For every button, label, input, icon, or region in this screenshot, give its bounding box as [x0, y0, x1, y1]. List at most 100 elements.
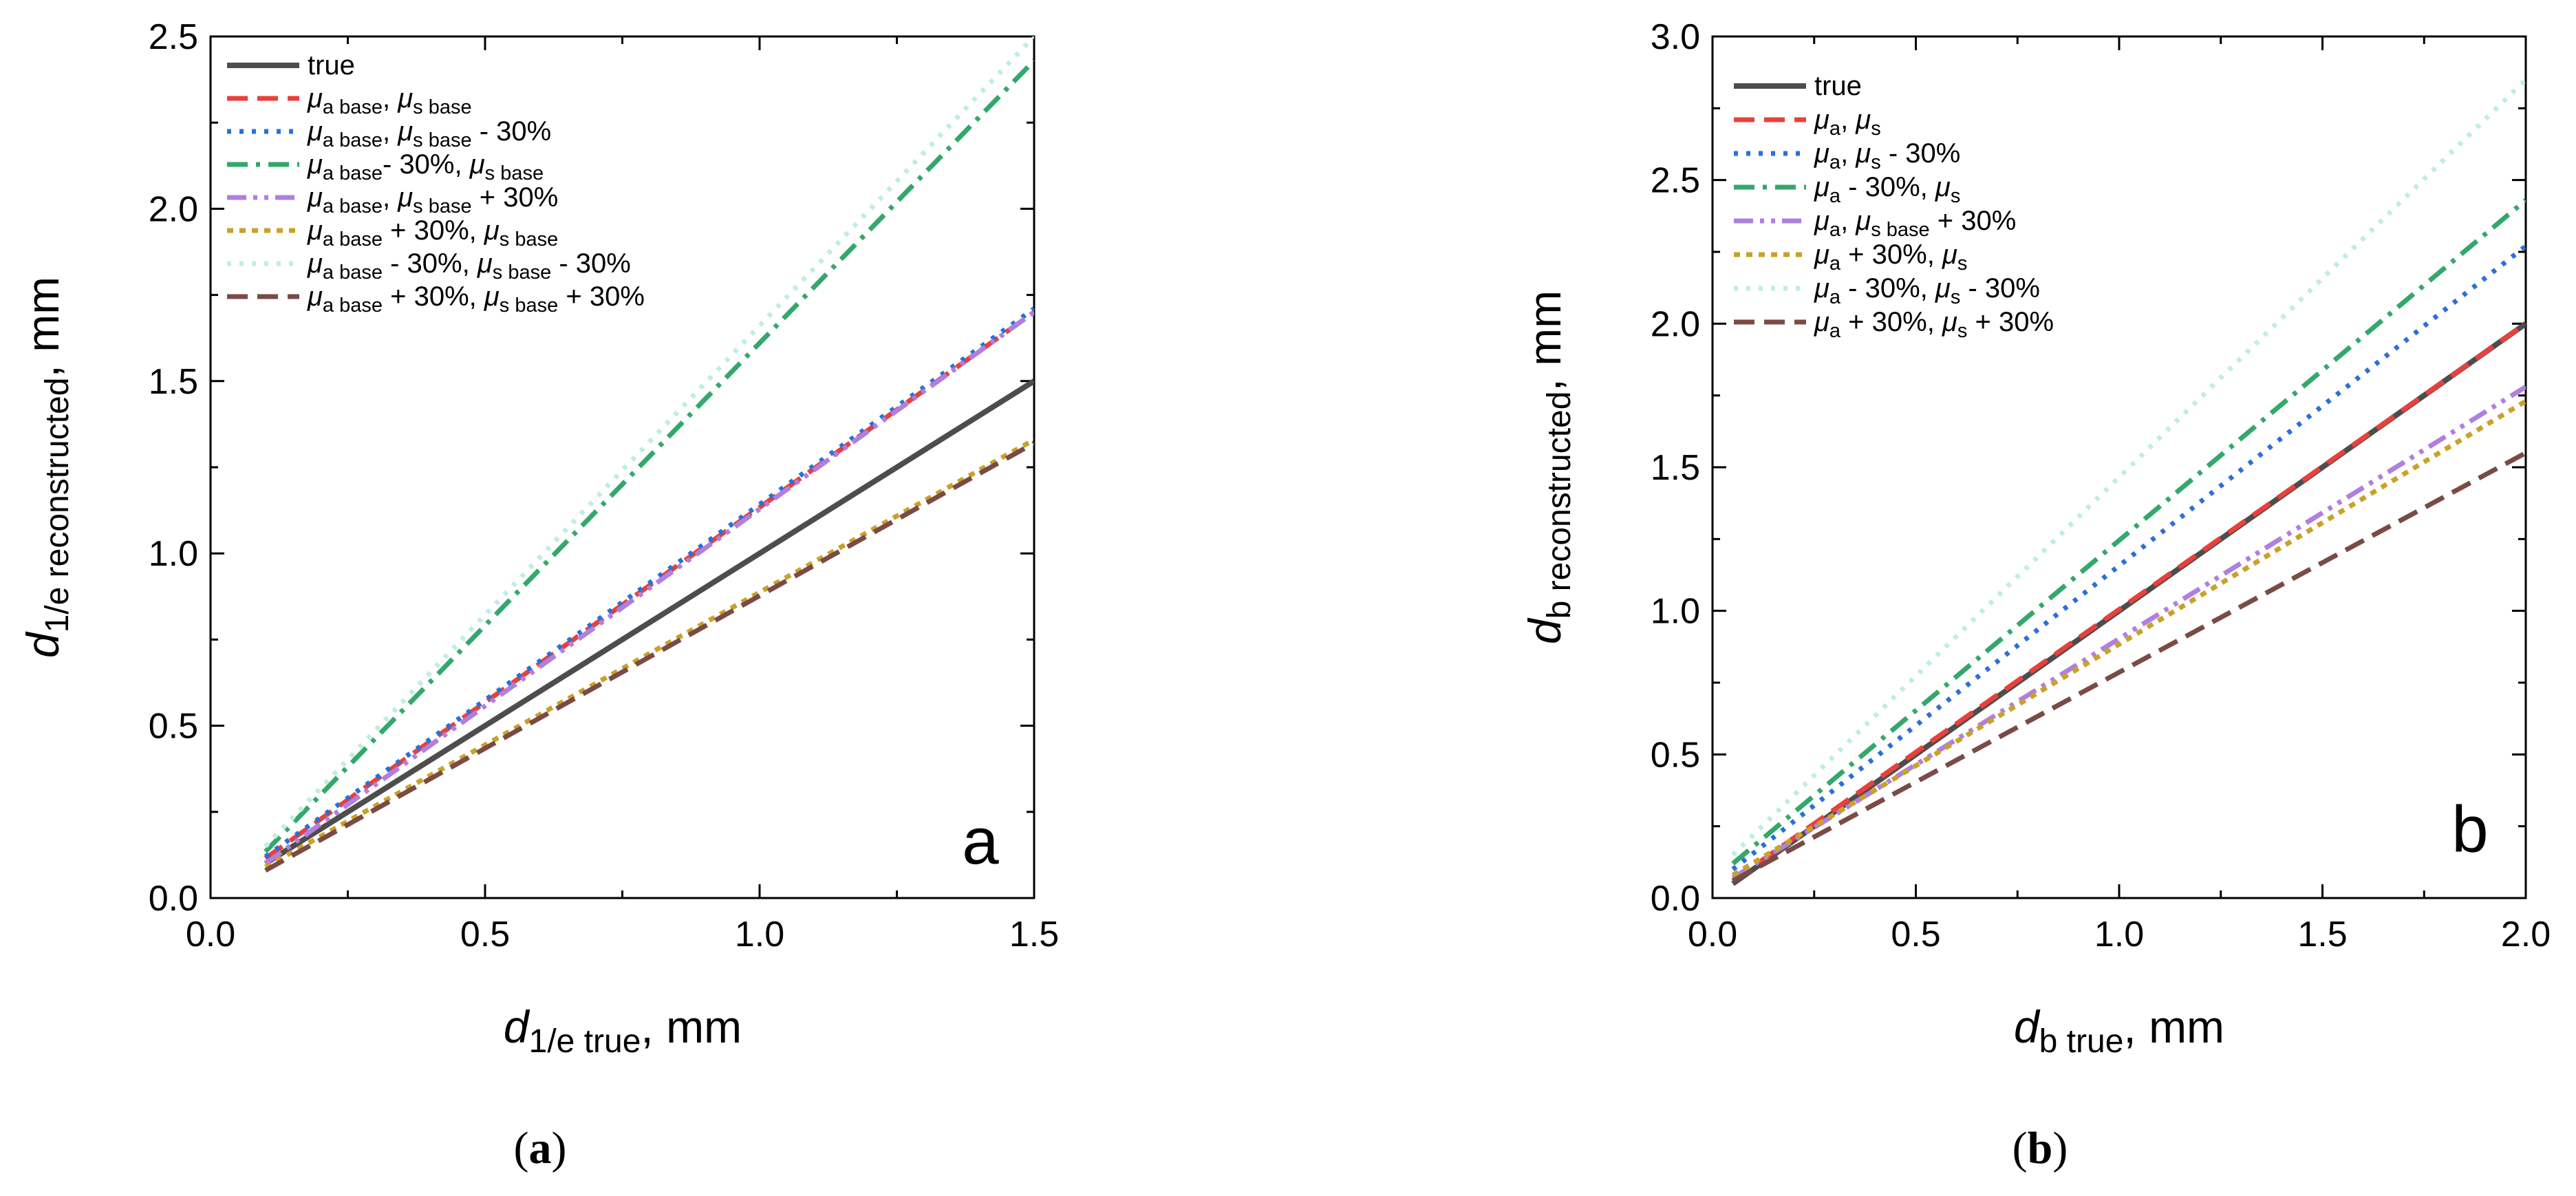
y-tick-label: 0.0 [149, 879, 198, 919]
legend-text: + 30% [558, 281, 645, 312]
x-tick-label: 1.5 [1009, 915, 1059, 954]
series-line-3 [1731, 198, 2526, 866]
legend-entry-1: μa base​, μs base​ [307, 83, 472, 118]
legend-symbol: μ [484, 215, 500, 246]
y-axis-label-main: d [17, 631, 68, 658]
legend-text: + 30%, [383, 215, 484, 246]
legend-symbol: μ [1814, 239, 1829, 270]
legend-symbol: μ [1814, 172, 1829, 202]
legend-symbol: μ [1814, 138, 1829, 169]
legend-subscript: a base [323, 295, 383, 317]
legend-symbol: μ [484, 281, 500, 312]
y-tick-label: 2.5 [149, 17, 198, 57]
legend-symbol: μ [397, 116, 413, 147]
legend-text: true [308, 50, 355, 81]
legend-subscript: a [1829, 219, 1841, 241]
legend-subscript: a [1829, 118, 1841, 140]
legend-entry-4: μa​, μs base​ + 30% [1814, 206, 2016, 241]
legend-entry-5: μa base​ + 30%, μs base​ [307, 215, 558, 250]
legend-text: - 30% [1960, 273, 2040, 303]
x-tick-label: 0.0 [186, 915, 235, 954]
legend-text: - 30%, [383, 248, 477, 279]
legend-subscript: a base [323, 162, 383, 184]
legend-symbol: μ [307, 116, 323, 147]
x-axis-label-unit: , mm [2123, 1001, 2224, 1052]
x-tick-label: 0.5 [460, 915, 510, 954]
x-tick-label: 1.0 [2094, 915, 2144, 954]
legend-symbol: μ [1942, 307, 1957, 337]
y-axis-label: db reconstructed, mm [1519, 290, 1578, 644]
legend-subscript: a [1829, 151, 1841, 173]
legend-subscript: a base [323, 129, 383, 151]
legend-text: - 30% [1881, 138, 1961, 169]
legend-entry-3: μa base​- 30%, μs base​ [307, 149, 544, 184]
y-tick-label: 0.5 [149, 707, 198, 747]
legend-entry-2: μa base​, μs base​ - 30% [307, 116, 551, 151]
series-line-0 [264, 378, 1034, 866]
series-line-7 [1731, 451, 2526, 884]
legend-text: + 30%, [383, 281, 484, 312]
x-tick-label: 2.0 [2501, 915, 2551, 954]
series-group [1731, 78, 2526, 886]
legend-entry-3: μa​ - 30%, μs​ [1814, 172, 1960, 207]
legend-subscript: s base [485, 162, 544, 184]
legend-subscript: s base [500, 228, 558, 250]
x-tick-label: 1.5 [2297, 915, 2347, 954]
y-axis-label-subscript: b reconstructed [1541, 392, 1578, 619]
panel-caption: (b) [2012, 1123, 2068, 1173]
caption-open-paren: ( [514, 1123, 529, 1173]
series-line-1 [1731, 321, 2526, 883]
x-axis-label-subscript: 1/e true [529, 1023, 641, 1060]
legend-symbol: μ [397, 83, 413, 114]
caption-close-paren: ) [552, 1123, 567, 1173]
legend-subscript: s [1951, 286, 1961, 308]
series-line-3 [264, 58, 1034, 853]
legend-subscript: a [1829, 185, 1841, 207]
legend-text: - 30%, [1840, 273, 1935, 303]
series-line-2 [1731, 244, 2526, 872]
legend-entry-0: true [308, 50, 355, 81]
legend-symbol: μ [1814, 273, 1829, 303]
legend-symbol: μ [307, 149, 323, 180]
legend-text: + 30%, [1840, 307, 1942, 337]
caption-close-paren: ) [2052, 1123, 2068, 1173]
y-tick-label: 1.5 [1651, 448, 1700, 488]
legend-symbol: μ [1855, 206, 1871, 236]
y-tick-label: 3.0 [1651, 17, 1700, 57]
legend-symbol: μ [307, 215, 323, 246]
x-axis-label-main: d [2014, 1001, 2041, 1052]
legend-symbol: μ [307, 182, 323, 213]
legend-entry-0: true [1814, 71, 1862, 101]
panel-caption: (a) [514, 1123, 567, 1173]
legend-entry-7: μa base​ + 30%, μs base​ + 30% [307, 281, 645, 317]
series-group [264, 36, 1034, 873]
legend-subscript: a base [323, 96, 383, 118]
legend-subscript: a [1829, 286, 1841, 308]
legend-subscript: a [1829, 320, 1841, 342]
series-line-6 [264, 36, 1034, 848]
legend-subscript: s [1957, 253, 1968, 275]
legend-text: , [383, 83, 398, 114]
x-axis-label-main: d [504, 1001, 530, 1052]
legend-symbol: μ [1855, 105, 1871, 135]
legend-symbol: μ [307, 248, 323, 279]
y-tick-label: 1.5 [149, 362, 198, 402]
caption-letter: a [529, 1123, 552, 1173]
legend-text: , [1840, 105, 1856, 135]
legend-entry-4: μa base​, μs base​ + 30% [307, 182, 558, 217]
legend-symbol: μ [1814, 206, 1829, 236]
y-axis-label-subscript: 1/e reconstructed [39, 378, 76, 633]
y-axis-label-unit: , mm [17, 277, 68, 378]
legend-subscript: s [1871, 151, 1881, 173]
legend-entry-7: μa​ + 30%, μs​ + 30% [1814, 307, 2054, 342]
legend-text: + 30%, [1840, 239, 1942, 270]
y-axis-label-unit: , mm [1519, 290, 1570, 392]
legend-symbol: μ [1942, 239, 1957, 270]
legend-subscript: s base [493, 261, 551, 284]
legend-symbol: μ [469, 149, 485, 180]
y-tick-label: 2.0 [1651, 304, 1700, 344]
panel-letter: b [2451, 793, 2488, 866]
legend-symbol: μ [1814, 105, 1829, 135]
legend-symbol: μ [477, 248, 493, 279]
